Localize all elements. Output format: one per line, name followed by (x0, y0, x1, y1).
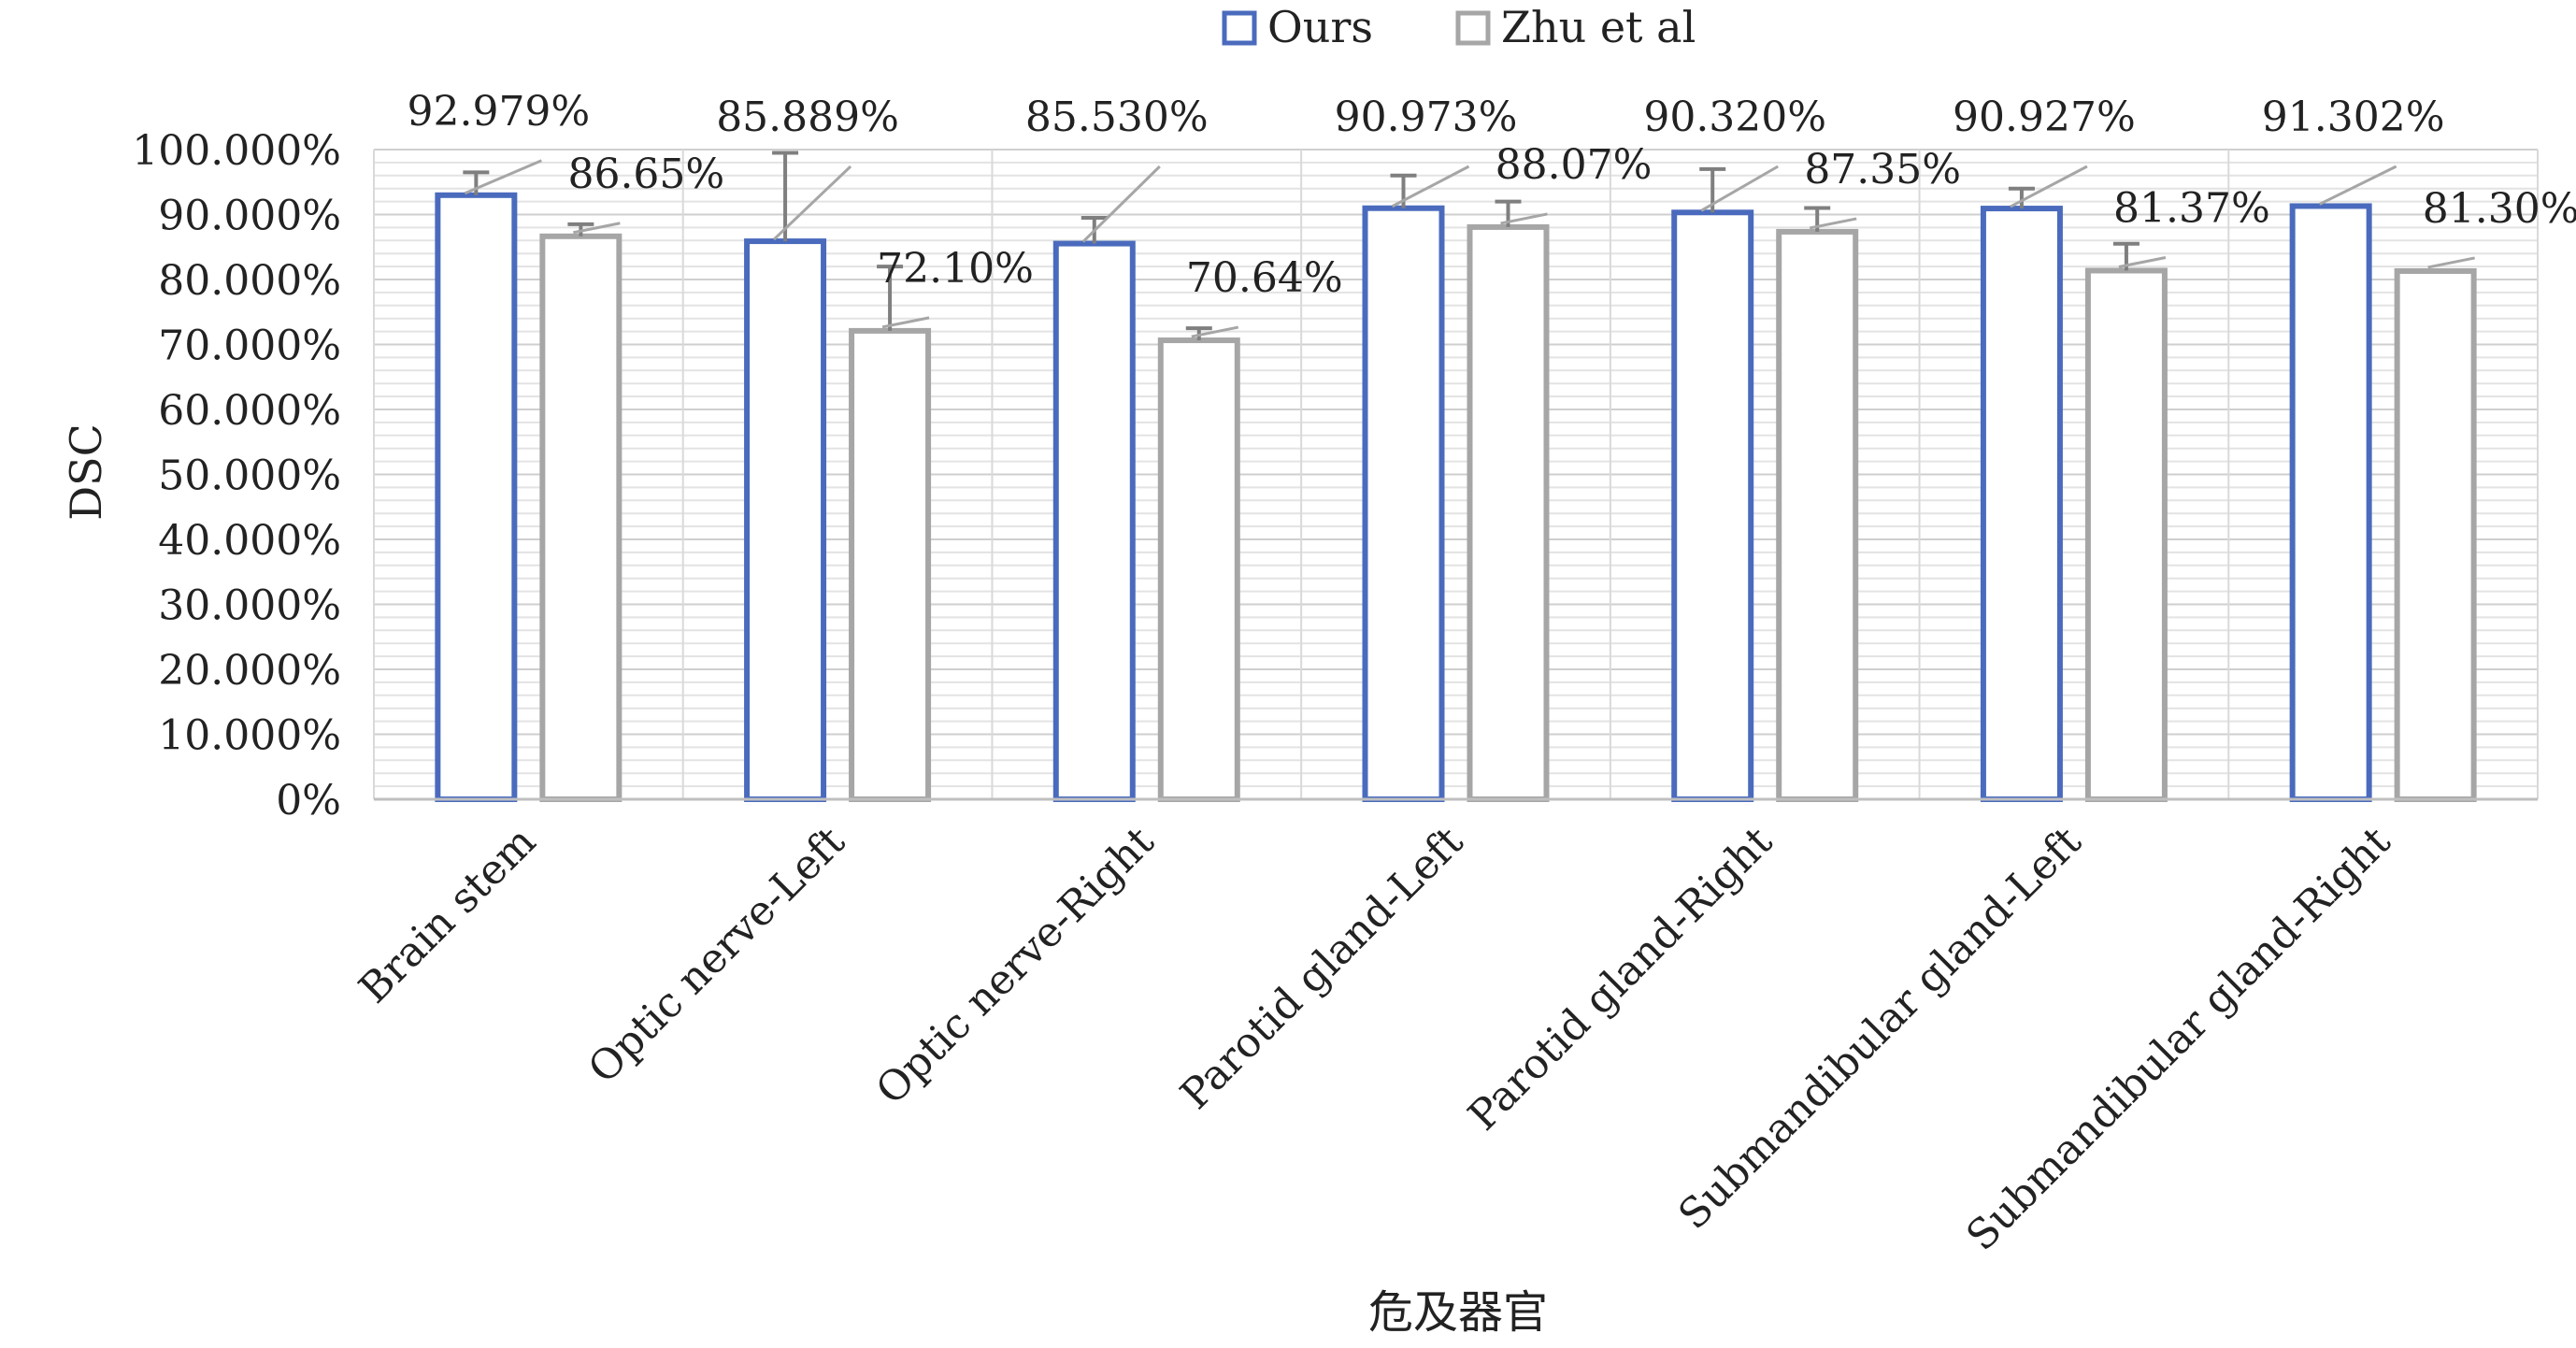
legend: Ours Zhu et al (1222, 2, 1696, 52)
labels-layer: 92.979% 85.889% 85.530% 90.973% 90.320% 90.92… (407, 88, 2576, 338)
bar (744, 238, 827, 802)
leader-line (464, 159, 542, 195)
bar (1980, 206, 2063, 802)
leader-line (573, 222, 621, 235)
y-tick-label: 80.000% (158, 257, 341, 305)
grid-layer (373, 149, 2539, 800)
bar (849, 327, 932, 802)
leader-line (1191, 325, 1239, 338)
leader-line (1809, 217, 1857, 230)
data-label: 91.302% (2262, 93, 2445, 141)
bar (2394, 267, 2477, 802)
bar (1052, 240, 1136, 802)
legend-label: Zhu et al (1501, 2, 1696, 52)
data-label: 81.37% (2113, 184, 2270, 232)
y-axis-title: DSC (61, 423, 111, 521)
data-label: 81.30% (2423, 185, 2576, 233)
x-tick-label: Parotid gland-Right (1459, 817, 1782, 1140)
y-tick-label: 60.000% (158, 387, 341, 435)
x-axis-title: 危及器官 (1368, 1286, 1548, 1339)
y-tick-label: 10.000% (158, 712, 341, 760)
bar (1467, 223, 1550, 802)
bar (2289, 203, 2372, 802)
x-tick-label: Brain stem (351, 818, 546, 1013)
bar (1776, 228, 1859, 803)
leader-line (2427, 256, 2475, 269)
leader-line (2010, 165, 2088, 208)
data-label: 85.889% (716, 93, 899, 141)
x-tick-label: Optic nerve-Left (580, 817, 854, 1092)
data-label: 86.65% (567, 151, 724, 198)
data-label: 85.530% (1025, 93, 1209, 141)
legend-swatch (1455, 10, 1491, 46)
data-label: 87.35% (1804, 146, 1961, 194)
data-label: 72.10% (877, 245, 1034, 293)
y-tick-label: 0% (276, 777, 341, 825)
legend-label: Ours (1267, 2, 1373, 52)
bar (1362, 205, 1445, 802)
leader-line (2318, 165, 2397, 206)
y-tick-label: 90.000% (158, 193, 341, 240)
y-tick-label: 50.000% (158, 452, 341, 500)
y-tick-label: 20.000% (158, 647, 341, 695)
legend-swatch (1222, 10, 1257, 46)
leader-line (1700, 165, 1779, 212)
data-label: 90.927% (1953, 93, 2136, 141)
leader-line (881, 316, 930, 329)
y-tick-label: 70.000% (158, 323, 341, 370)
data-label: 92.979% (407, 88, 590, 136)
x-tick-label: Parotid gland-Left (1171, 817, 1472, 1118)
leader-line (2118, 256, 2167, 268)
x-tick-label: Optic nerve-Right (867, 817, 1164, 1113)
leader-line (1391, 165, 1470, 208)
data-label: 70.64% (1186, 254, 1343, 302)
bar (1671, 209, 1754, 802)
bar (435, 192, 518, 802)
leader-line (1500, 212, 1548, 225)
data-label: 90.973% (1335, 93, 1518, 141)
y-tick-label: 30.000% (158, 582, 341, 630)
data-label: 88.07% (1496, 141, 1653, 189)
data-label: 90.320% (1643, 93, 1826, 141)
bars-layer (435, 151, 2477, 803)
bar (1157, 337, 1240, 802)
y-tick-label: 100.000% (132, 127, 341, 175)
leader-line (1081, 165, 1161, 243)
y-tick-label: 40.000% (158, 517, 341, 565)
bar (2084, 267, 2168, 802)
bar (539, 233, 623, 803)
leader-line (773, 165, 852, 241)
